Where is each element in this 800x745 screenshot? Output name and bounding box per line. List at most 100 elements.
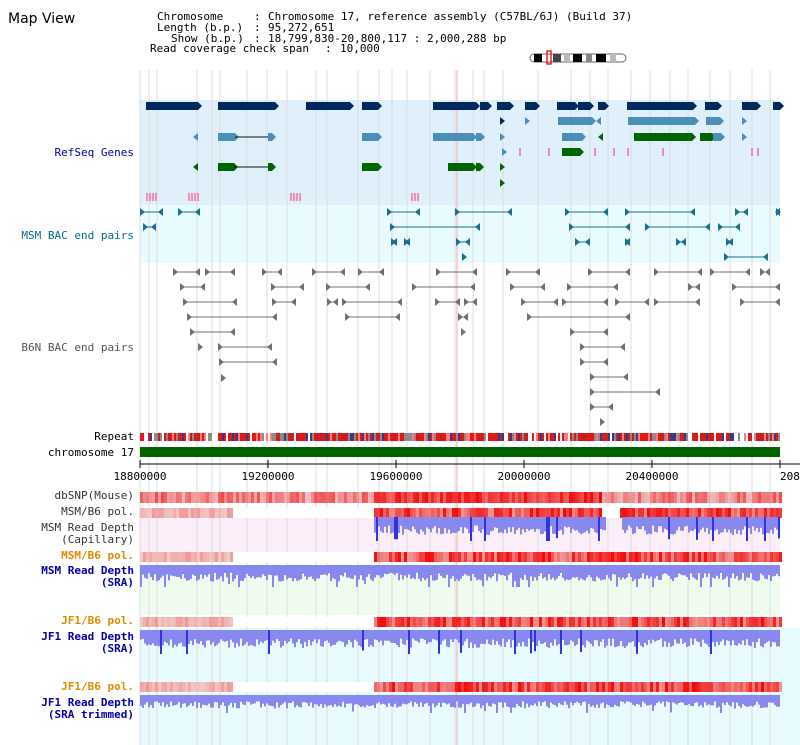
refseq-gene-dark [218,102,275,110]
polymorphism-cell [233,552,236,562]
polymorphism-cell [686,492,689,503]
polymorphism-cell [701,552,704,562]
bac-end [775,298,780,306]
polymorphism-cell [158,552,161,562]
polymorphism-cell [722,508,725,518]
msm-depth-cap-label[interactable]: MSM Read Depth [41,521,134,534]
dbsnp-label[interactable]: dbSNP(Mouse) [55,489,134,502]
read-depth-bar [738,630,740,644]
refseq-gene-dark [773,102,780,110]
msm-depth-sra-label[interactable]: MSM Read Depth [41,564,134,577]
read-depth-bar [756,565,758,582]
polymorphism-cell [365,682,368,692]
read-depth-bar [776,695,778,707]
polymorphism-cell [236,682,239,692]
read-depth-bar [740,517,742,535]
polymorphism-cell [197,508,200,518]
polymorphism-cell [539,492,542,503]
polymorphism-cell [182,508,185,518]
read-depth-bar [586,695,588,713]
polymorphism-cell [575,682,578,692]
read-depth-bar [530,630,532,654]
polymorphism-cell [197,682,200,692]
read-depth-bar [484,517,486,541]
strand-arrow [193,163,198,171]
msm-b6-pol-1-label[interactable]: MSM/B6 pol. [61,505,134,518]
repeat-track-label[interactable]: Repeat [94,430,134,443]
read-depth-bar [630,695,632,703]
read-depth-bar [654,630,656,642]
read-depth-bar [678,630,680,644]
gene-arrow [488,102,492,110]
read-depth-bar [454,565,456,582]
read-depth-bar [316,695,318,705]
polymorphism-cell [302,682,305,692]
msm-depth-sra-label[interactable]: (SRA) [101,576,134,589]
polymorphism-cell [380,617,383,627]
read-depth-bar [218,630,220,643]
read-depth-bar [654,695,656,706]
polymorphism-cell [215,682,218,692]
bac-end [625,208,630,216]
polymorphism-cell [584,552,587,562]
read-depth-bar [704,565,706,574]
read-depth-bar [488,565,490,577]
polymorphism-cell [479,682,482,692]
read-depth-bar [488,630,490,644]
jf1-b6-pol-1-label[interactable]: JF1/B6 pol. [61,614,134,627]
msm-depth-cap-label[interactable]: (Capillary) [61,533,134,546]
repeat-segment [508,433,510,441]
read-depth-bar [310,695,312,703]
polymorphism-cell [710,552,713,562]
bac-end [570,328,575,336]
pink-marker [411,193,413,201]
repeat-segment [514,433,516,441]
jf1-b6-pol-2-label[interactable]: JF1/B6 pol. [61,680,134,693]
polymorphism-cell [761,682,764,692]
read-depth-bar [194,695,196,702]
msm-bac-track-label[interactable]: MSM BAC end pairs [21,229,134,242]
read-depth-bar [624,565,626,580]
polymorphism-cell [185,492,188,503]
read-depth-bar [300,565,302,580]
jf1-depth-sra-label[interactable]: JF1 Read Depth [41,630,134,643]
gene-arrow [481,133,485,141]
msm-b6-pol-2-label[interactable]: MSM/B6 pol. [61,549,134,562]
polymorphism-cell [257,682,260,692]
polymorphism-cell [206,552,209,562]
polymorphism-cell [701,492,704,503]
refseq-track-label[interactable]: RefSeq Genes [55,146,134,159]
gene-block [476,133,481,141]
polymorphism-cell [545,617,548,627]
polymorphism-cell [233,617,236,627]
read-depth-bar [296,630,298,643]
read-depth-bar [598,695,600,708]
b6n-bac-track-label[interactable]: B6N BAC end pairs [21,341,134,354]
read-depth-bar [498,695,500,703]
jf1-depth-trim-label[interactable]: JF1 Read Depth [41,696,134,709]
read-depth-bar [204,630,206,648]
polymorphism-cell [662,508,665,518]
read-depth-bar [656,695,658,704]
read-depth-bar [714,630,716,647]
read-depth-bar [472,517,474,532]
read-depth-bar [454,517,456,534]
read-depth-bar [470,517,472,541]
bac-end [271,283,276,291]
jf1-depth-sra-label[interactable]: (SRA) [101,642,134,655]
polymorphism-cell [767,508,770,518]
read-depth-bar [644,695,646,704]
refseq-panel [140,100,780,205]
read-depth-bar [540,695,542,706]
polymorphism-cell [491,508,494,518]
polymorphism-cell [389,492,392,503]
chromosome-ideogram[interactable] [529,50,627,65]
polymorphism-cell [683,552,686,562]
polymorphism-cell [182,552,185,562]
bac-end [695,283,700,291]
polymorphism-cell [374,492,377,503]
pink-marker [594,148,596,156]
read-depth-bar [196,630,198,644]
jf1-depth-trim-label[interactable]: (SRA trimmed) [48,708,134,721]
read-depth-bar [166,565,168,575]
